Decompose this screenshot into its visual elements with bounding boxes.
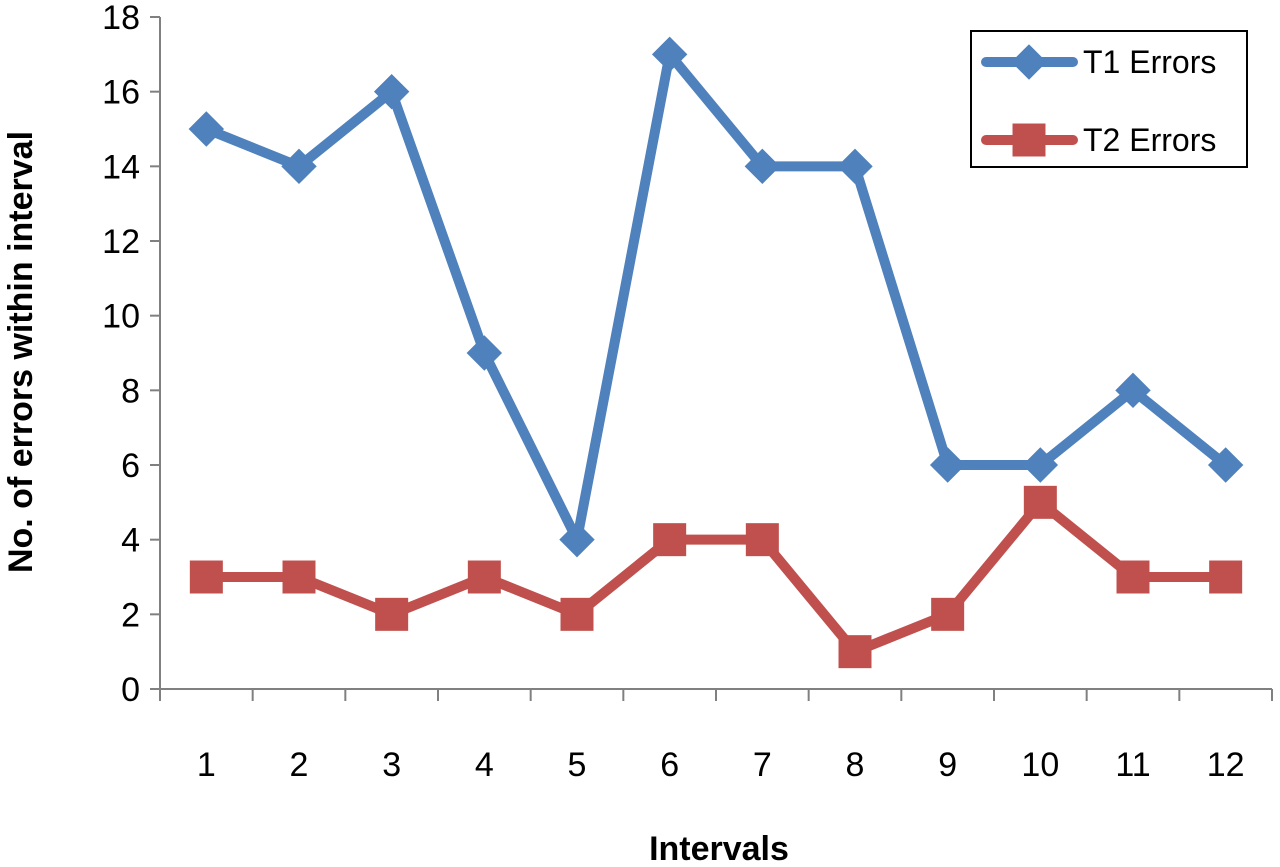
x-tick-label: 3 bbox=[382, 746, 401, 784]
y-tick-label: 6 bbox=[121, 447, 140, 485]
diamond-data-point bbox=[744, 148, 781, 185]
y-tick-label: 12 bbox=[102, 223, 140, 261]
x-tick-label: 6 bbox=[660, 746, 679, 784]
x-tick-label: 5 bbox=[568, 746, 587, 784]
square-data-point bbox=[282, 560, 316, 594]
x-tick-label: 1 bbox=[197, 746, 216, 784]
square-data-point bbox=[1116, 560, 1150, 594]
square-data-point bbox=[375, 597, 409, 631]
x-tick-label: 9 bbox=[938, 746, 957, 784]
series-group bbox=[188, 36, 1244, 669]
diamond-data-point bbox=[281, 148, 317, 185]
x-tick-label: 10 bbox=[1021, 746, 1059, 784]
square-data-point bbox=[931, 597, 965, 631]
square-data-point bbox=[467, 560, 501, 594]
square-data-point bbox=[1023, 485, 1057, 519]
diamond-data-point bbox=[188, 111, 225, 147]
diamond-data-point bbox=[929, 447, 966, 483]
diamond-data-point bbox=[837, 148, 873, 185]
x-tick-label: 11 bbox=[1115, 746, 1150, 784]
y-tick-label: 2 bbox=[121, 596, 140, 634]
series-line bbox=[201, 497, 1231, 657]
x-tick-label: 4 bbox=[475, 746, 494, 784]
y-tick-label: 14 bbox=[102, 148, 140, 186]
y-axis-ticks: 0 2 4 6 8 10 12 14 16 18 bbox=[102, 0, 160, 709]
diamond-data-point bbox=[1207, 447, 1244, 483]
square-data-point bbox=[1209, 560, 1243, 594]
series-2 bbox=[189, 485, 1243, 669]
legend-label: T2 Errors bbox=[1083, 122, 1216, 158]
legend-diamond-icon bbox=[1011, 44, 1047, 80]
diamond-data-point bbox=[651, 36, 688, 73]
legend-label: T1 Errors bbox=[1083, 44, 1216, 80]
y-tick-label: 8 bbox=[121, 372, 140, 410]
square-data-point bbox=[189, 560, 223, 594]
y-tick-label: 4 bbox=[121, 522, 140, 560]
legend-item: T1 Errors bbox=[981, 44, 1216, 80]
x-tick-label: 2 bbox=[290, 746, 309, 784]
diamond-data-point bbox=[1115, 372, 1151, 409]
x-tick-label: 7 bbox=[753, 746, 772, 784]
diamond-data-point bbox=[1022, 447, 1059, 483]
square-data-point bbox=[838, 635, 872, 669]
series-line bbox=[201, 49, 1231, 545]
legend-square-icon bbox=[1012, 123, 1046, 157]
diamond-data-point bbox=[559, 521, 595, 558]
square-data-point bbox=[560, 597, 594, 631]
x-tick-label: 12 bbox=[1207, 746, 1245, 784]
y-tick-label: 16 bbox=[102, 74, 140, 112]
x-axis-title: Intervals bbox=[649, 830, 789, 867]
diamond-data-point bbox=[466, 335, 503, 371]
x-axis-ticks: 1 2 3 4 5 6 7 8 9 10 11 12 bbox=[159, 689, 1273, 784]
x-tick-label: 8 bbox=[846, 746, 865, 784]
y-tick-label: 0 bbox=[121, 671, 140, 709]
y-axis-title: No. of errors within interval bbox=[2, 131, 40, 573]
square-data-point bbox=[745, 523, 779, 557]
square-data-point bbox=[653, 523, 687, 557]
series-1 bbox=[188, 36, 1244, 558]
y-tick-label: 10 bbox=[102, 298, 140, 336]
legend: T1 Errors T2 Errors bbox=[970, 30, 1248, 168]
diamond-data-point bbox=[373, 73, 410, 110]
y-tick-label: 18 bbox=[102, 0, 140, 37]
legend-item: T2 Errors bbox=[981, 122, 1216, 158]
